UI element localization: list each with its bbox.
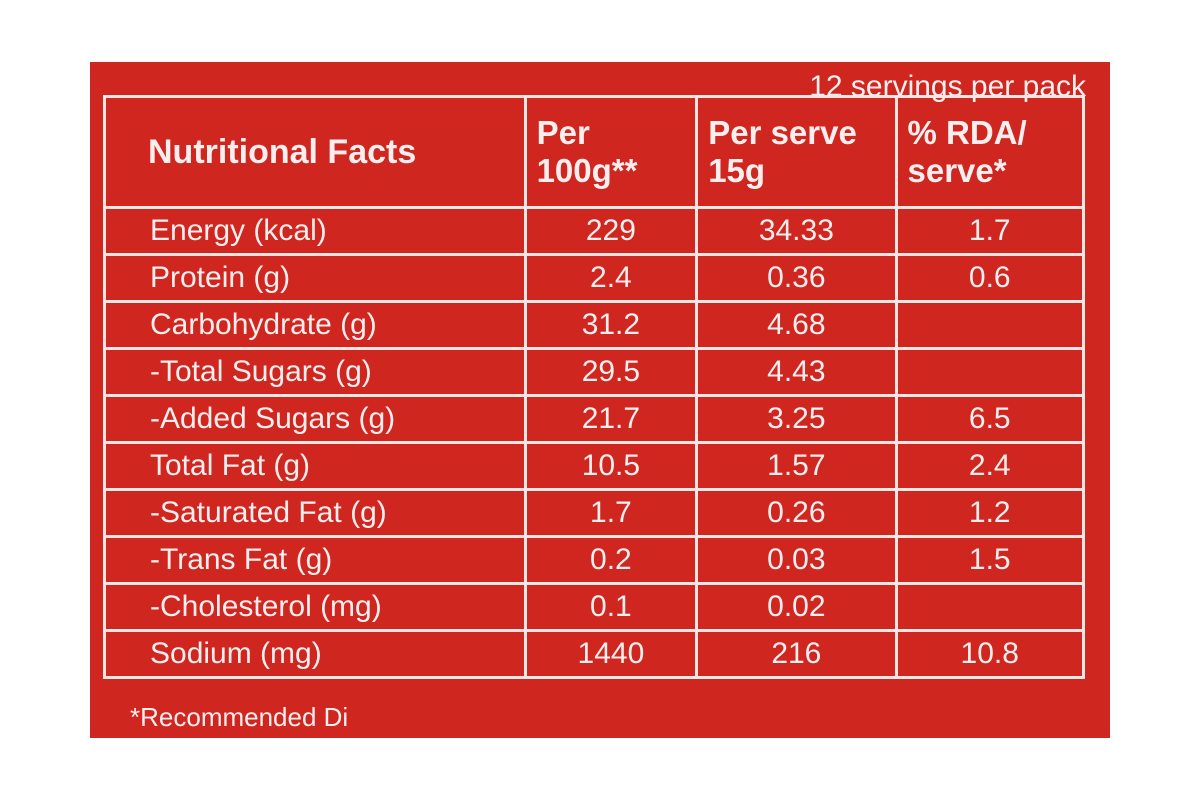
nutrient-value: 0.26: [695, 488, 898, 538]
nutrient-value: 0.36: [695, 253, 898, 303]
nutrition-table: Nutritional Facts Per 100g** Per serve 15g…: [103, 95, 1085, 679]
nutrient-value: 1.57: [695, 441, 898, 491]
nutrient-value: 10.5: [523, 441, 699, 491]
nutrient-value: 1.7: [894, 206, 1085, 256]
nutrient-value: 31.2: [523, 300, 699, 350]
table-row: Total Fat (g) 10.5 1.57 2.4: [103, 441, 1085, 491]
nutrient-value: 0.1: [523, 582, 699, 632]
table-row: -Trans Fat (g) 0.2 0.03 1.5: [103, 535, 1085, 585]
table-row: Protein (g) 2.4 0.36 0.6: [103, 253, 1085, 303]
nutrient-value: 1.7: [523, 488, 699, 538]
header-row: Nutritional Facts Per 100g** Per serve 15g…: [103, 95, 1085, 209]
nutrient-value: 2.4: [523, 253, 699, 303]
header-cell: Per 100g**: [523, 95, 699, 209]
nutrient-value: 0.03: [695, 535, 898, 585]
table-row: -Saturated Fat (g) 1.7 0.26 1.2: [103, 488, 1085, 538]
empty-cell: [894, 300, 1085, 350]
nutrient-name: -Trans Fat (g): [103, 535, 527, 585]
empty-cell: [894, 347, 1085, 397]
nutrient-value: 21.7: [523, 394, 699, 444]
nutrient-value: 1.2: [894, 488, 1085, 538]
nutrient-value: 34.33: [695, 206, 898, 256]
header-cell: Per serve 15g: [695, 95, 898, 209]
table-body: Energy (kcal) 229 34.33 1.7 Protein (g) 2.4 0.…: [103, 206, 1085, 679]
table-row: Carbohydrate (g) 31.2 4.68: [103, 300, 1085, 350]
header-cell: Nutritional Facts: [103, 95, 527, 209]
nutrient-value: 229: [523, 206, 699, 256]
nutrient-name: Sodium (mg): [103, 629, 527, 679]
nutrient-name: -Saturated Fat (g): [103, 488, 527, 538]
nutrient-value: 29.5: [523, 347, 699, 397]
nutrient-name: -Cholesterol (mg): [103, 582, 527, 632]
nutrient-value: 2.4: [894, 441, 1085, 491]
nutrient-value: 1.5: [894, 535, 1085, 585]
nutrient-name: Carbohydrate (g): [103, 300, 527, 350]
table-row: -Cholesterol (mg) 0.1 0.02: [103, 582, 1085, 632]
label-panel: 12 servings per pack Nutritional Facts Pe…: [90, 62, 1110, 738]
nutrient-value: 6.5: [894, 394, 1085, 444]
table-row: -Total Sugars (g) 29.5 4.43: [103, 347, 1085, 397]
nutrient-name: Protein (g): [103, 253, 527, 303]
nutrient-name: Energy (kcal): [103, 206, 527, 256]
nutrient-name: -Total Sugars (g): [103, 347, 527, 397]
nutrient-value: 3.25: [695, 394, 898, 444]
nutrient-value: 4.43: [695, 347, 898, 397]
nutrient-value: 0.02: [695, 582, 898, 632]
nutrient-value: 4.68: [695, 300, 898, 350]
header-cell: % RDA/ serve*: [894, 95, 1085, 209]
nutrient-value: 1440: [523, 629, 699, 679]
nutrient-value: 0.6: [894, 253, 1085, 303]
empty-cell: [894, 582, 1085, 632]
footnote: *Recommended Di: [130, 702, 349, 732]
table-row: Energy (kcal) 229 34.33 1.7: [103, 206, 1085, 256]
table-row: -Added Sugars (g) 21.7 3.25 6.5: [103, 394, 1085, 444]
table-row: Sodium (mg) 1440 216 10.8: [103, 629, 1085, 679]
nutrient-name: Total Fat (g): [103, 441, 527, 491]
nutrient-value: 216: [695, 629, 898, 679]
nutrient-value: 0.2: [523, 535, 699, 585]
nutrient-name: -Added Sugars (g): [103, 394, 527, 444]
nutrient-value: 10.8: [894, 629, 1085, 679]
